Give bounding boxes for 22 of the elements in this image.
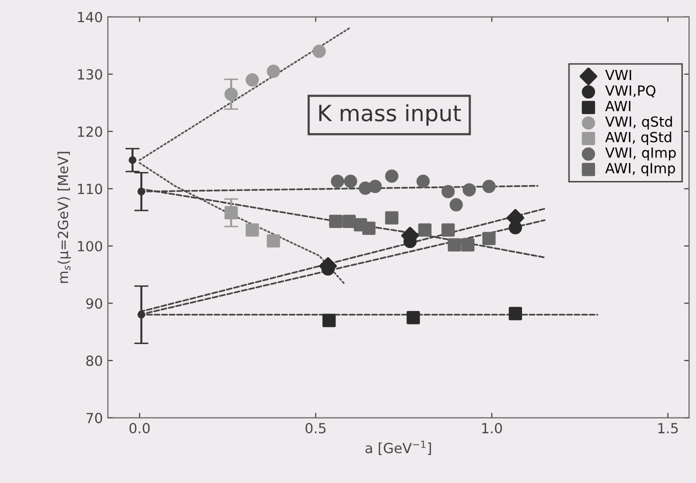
- legend-label: AWI, qStd: [605, 132, 672, 146]
- x-tick-label: 1.0: [482, 422, 502, 434]
- x-axis-title: a [GeV$^{−1}$]: [366, 440, 431, 455]
- annotation: K mass input: [319, 104, 461, 126]
- y-tick-label: 90: [86, 298, 102, 309]
- y-axis-title: m$_{s}$(μ=2GeV) [MeV]: [57, 152, 71, 283]
- x-tick-label: 0.5: [306, 422, 326, 434]
- y-tick-label: 130: [78, 69, 102, 80]
- legend-label: VWI: [605, 70, 632, 80]
- y-tick-label: 70: [86, 412, 102, 424]
- y-tick-label: 140: [78, 12, 102, 22]
- legend-label: VWI, qImp: [605, 148, 676, 161]
- legend-label: AWI, qImp: [605, 163, 676, 176]
- legend-label: VWI, qStd: [605, 116, 672, 130]
- legend-label: AWI: [605, 100, 630, 112]
- y-tick-label: 110: [78, 184, 102, 194]
- legend-label: VWI,PQ: [605, 85, 656, 98]
- x-tick-label: 1.5: [658, 423, 678, 434]
- y-tick-label: 120: [78, 126, 102, 137]
- x-tick-label: 0.0: [129, 422, 150, 434]
- y-tick-label: 80: [86, 355, 102, 366]
- y-tick-label: 100: [78, 240, 102, 252]
